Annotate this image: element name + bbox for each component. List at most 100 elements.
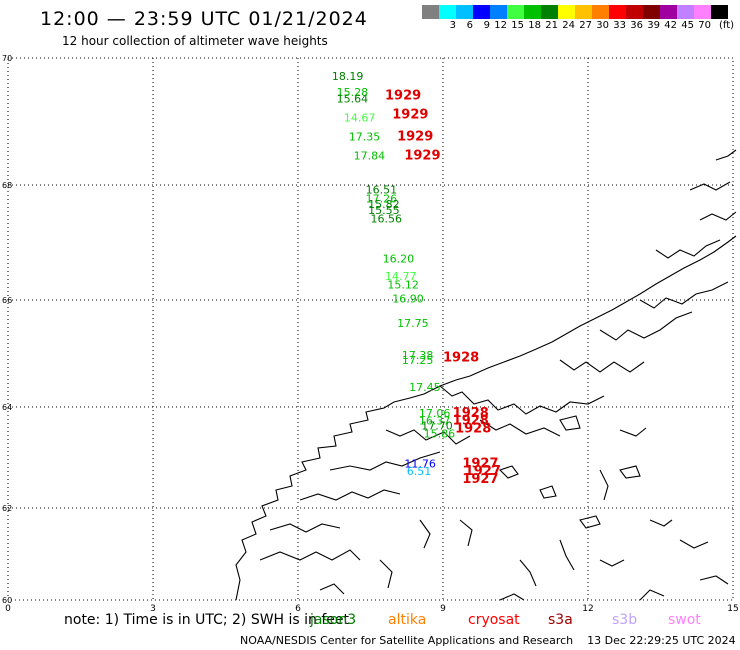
legend-label: 45: [681, 20, 694, 31]
pass-label: 1927: [462, 457, 498, 472]
satellite-jason3: jason3: [310, 612, 357, 628]
lat-tick-label: 66: [2, 296, 12, 305]
wave-height-value: 17.45: [409, 381, 441, 394]
legend-swatch: [473, 5, 490, 19]
pass-label: 1928: [455, 421, 491, 436]
legend-label: 9: [483, 20, 490, 31]
pass-label: 1929: [385, 88, 421, 103]
map-title: 12:00 — 23:59 UTC 01/21/2024: [40, 8, 368, 30]
lat-tick-label: 62: [2, 504, 12, 513]
legend-label: 70: [698, 20, 711, 31]
lat-tick-label: 60: [2, 596, 12, 605]
lon-tick-label: 12: [582, 604, 593, 614]
wave-height-value: 16.20: [383, 253, 415, 266]
pass-label: 1928: [453, 406, 489, 421]
legend-swatch: [456, 5, 473, 19]
satellite-s3b: s3b: [612, 612, 638, 628]
satellite-s3a: s3a: [548, 612, 573, 628]
wave-height-value: 17.35: [349, 131, 381, 144]
satellite-cryosat: cryosat: [468, 612, 520, 628]
legend-swatch: [626, 5, 643, 19]
legend-swatch: [558, 5, 575, 19]
legend-label: 3: [449, 20, 456, 31]
pass-label: 1928: [443, 351, 479, 366]
legend-swatch: [677, 5, 694, 19]
legend-label: 30: [596, 20, 609, 31]
lon-tick-label: 0: [5, 604, 11, 614]
legend-labels: 3 6 9 12 15 18 21 24 27 30 33 36 39 42 45 70: [422, 20, 728, 31]
legend-swatches: [422, 5, 728, 19]
wave-height-value: 15.28: [337, 86, 369, 99]
legend-swatch: [660, 5, 677, 19]
wave-height-value: 15.64: [337, 92, 369, 105]
legend-label: 21: [545, 20, 558, 31]
pass-label: 1929: [397, 130, 433, 145]
wave-height-value: 11.76: [404, 458, 436, 471]
wave-height-value: 17.70: [421, 420, 453, 433]
wave-height-value: 17.84: [354, 150, 386, 163]
coastline: [235, 149, 737, 601]
wave-height-value: 16.51: [366, 184, 398, 197]
lat-tick-label: 64: [2, 403, 12, 412]
legend-swatch: [592, 5, 609, 19]
legend-label: 39: [647, 20, 660, 31]
legend-swatch: [507, 5, 524, 19]
legend-label: 12: [494, 20, 507, 31]
pass-label: 1927: [465, 464, 501, 479]
wave-height-value: 14.77: [385, 270, 417, 283]
legend-swatch: [609, 5, 626, 19]
wave-height-value: 16.90: [392, 293, 424, 306]
legend-label: 27: [579, 20, 592, 31]
wave-height-value: 17.38: [402, 349, 434, 362]
wave-height-value: 6.51: [407, 465, 432, 478]
pass-label: 1929: [392, 107, 428, 122]
legend-swatch: [711, 5, 728, 19]
pass-label: 1928: [453, 414, 489, 429]
legend-swatch: [439, 5, 456, 19]
credit-line: NOAA/NESDIS Center for Satellite Applica…: [240, 634, 736, 647]
lon-tick-label: 15: [727, 604, 738, 614]
lon-tick-label: 3: [150, 604, 156, 614]
legend-label: 33: [613, 20, 626, 31]
legend-label: 36: [630, 20, 643, 31]
lon-tick-label: 9: [440, 604, 446, 614]
legend-swatch: [541, 5, 558, 19]
satellite-swot: swot: [668, 612, 701, 628]
legend-swatch: [694, 5, 711, 19]
lat-tick-label: 70: [2, 54, 12, 63]
lat-tick-label: 68: [2, 181, 12, 190]
legend-unit: (ft): [719, 20, 735, 31]
wave-height-value: 14.67: [344, 112, 376, 125]
wave-height-value: 17.26: [366, 192, 398, 205]
pass-label: 1929: [404, 149, 440, 164]
wave-height-value: 15.86: [424, 427, 456, 440]
legend-swatch: [490, 5, 507, 19]
wave-height-value: 15.82: [368, 198, 400, 211]
wave-height-value: 15.55: [368, 204, 400, 217]
lat-lon-grid: [7, 57, 734, 601]
legend-swatch: [422, 5, 439, 19]
legend-label: 6: [466, 20, 473, 31]
pass-number-labels: 1929192919291929192819281928192819271927…: [385, 88, 501, 486]
wave-height-value: 16.37: [419, 415, 451, 428]
color-legend: 3 6 9 12 15 18 21 24 27 30 33 36 39 42 45 70 (ft): [422, 5, 734, 31]
lon-tick-label: 6: [295, 604, 301, 614]
wave-height-value: 17.75: [397, 317, 429, 330]
wave-height-value: 15.12: [387, 279, 419, 292]
legend-label: 15: [511, 20, 524, 31]
wave-height-value: 16.56: [371, 212, 403, 225]
satellite-altika: altika: [388, 612, 427, 628]
wave-height-value: 17.06: [419, 407, 451, 420]
wave-height-value: 18.19: [332, 70, 364, 83]
footer-note: note: 1) Time is in UTC; 2) SWH is in fe…: [64, 612, 350, 628]
credit-text: NOAA/NESDIS Center for Satellite Applica…: [240, 634, 574, 647]
map-frame: [7, 57, 734, 601]
legend-swatch: [575, 5, 592, 19]
legend-swatch: [643, 5, 660, 19]
legend-label: 42: [664, 20, 677, 31]
pass-label: 1927: [462, 472, 498, 487]
legend-label: 24: [562, 20, 575, 31]
generation-timestamp: 13 Dec 22:29:25 UTC 2024: [587, 634, 736, 647]
